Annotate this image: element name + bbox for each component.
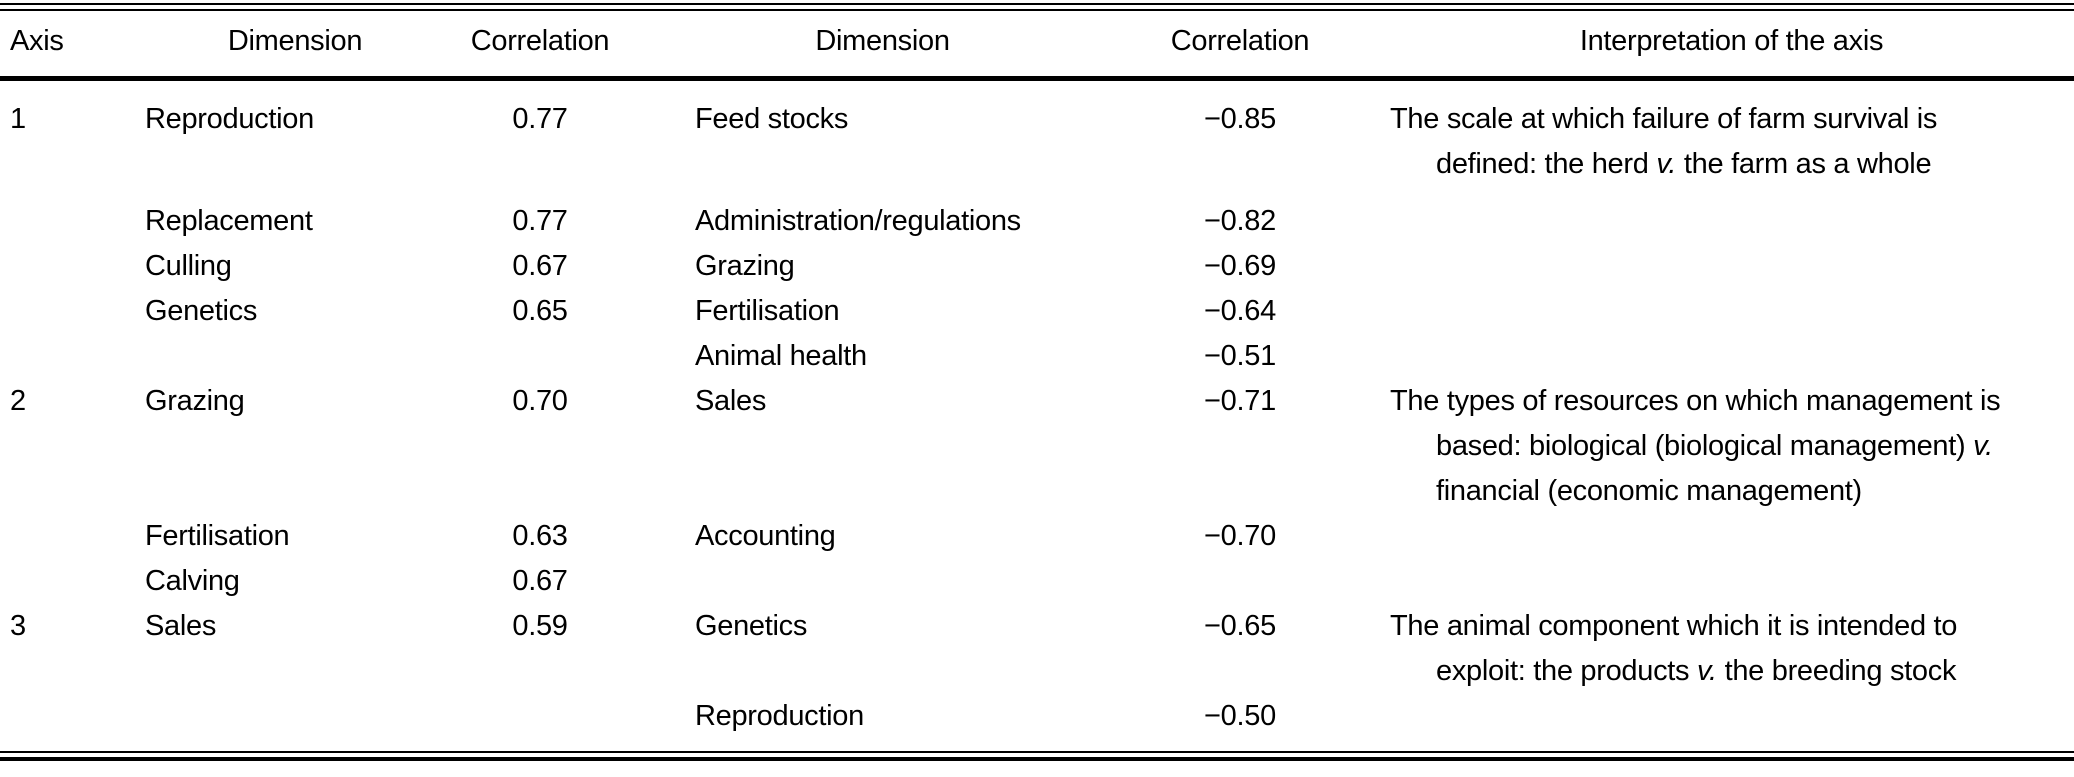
cell-correlation-1 [455, 334, 625, 379]
cell-dimension-2 [625, 559, 1140, 604]
cell-interpretation [1340, 199, 2074, 244]
cell-dimension-2: Genetics [695, 610, 808, 642]
header-interpretation: Interpretation of the axis [1340, 11, 2074, 81]
cell-correlation-1: 0.65 [512, 295, 568, 327]
cell-dimension-1: Calving [145, 565, 240, 597]
cell-dimension-1: Reproduction [145, 103, 314, 135]
cell-interpretation: The animal component which it is intende… [1340, 604, 2074, 694]
cell-axis [0, 334, 135, 379]
cell-correlation-2: −0.85 [1204, 103, 1276, 135]
cell-correlation-2: −0.69 [1204, 250, 1276, 282]
cell-correlation-2: −0.70 [1204, 520, 1276, 552]
table-row: Culling 0.67 Grazing −0.69 [0, 244, 2074, 289]
header-correlation-1: Correlation [455, 11, 625, 81]
cell-interpretation [1340, 289, 2074, 334]
cell-correlation-2: −0.82 [1204, 205, 1276, 237]
cell-correlation-2: −0.65 [1204, 610, 1276, 642]
cell-dimension-2: Reproduction [695, 700, 864, 732]
cell-dimension-1 [135, 334, 455, 379]
cell-dimension-2: Fertilisation [695, 295, 840, 327]
cell-dimension-2: Accounting [695, 520, 836, 552]
top-rule-line-2 [0, 9, 2074, 11]
cell-correlation-1: 0.63 [512, 520, 568, 552]
cell-axis: 2 [10, 385, 26, 417]
header-axis: Axis [0, 11, 135, 81]
table-row: Reproduction −0.50 [0, 694, 2074, 751]
cell-correlation-2: −0.71 [1204, 385, 1276, 417]
cell-dimension-1: Genetics [145, 295, 258, 327]
cell-axis [0, 244, 135, 289]
interpretation-text: The animal component which it is intende… [1390, 610, 1958, 687]
cell-interpretation [1340, 694, 2074, 751]
cell-axis [0, 694, 135, 751]
cell-dimension-2: Grazing [695, 250, 795, 282]
cell-axis: 1 [10, 103, 26, 135]
cell-dimension-1: Replacement [145, 205, 313, 237]
cell-dimension-2: Animal health [695, 340, 867, 372]
header-dimension-1: Dimension [135, 11, 455, 81]
cell-interpretation: The types of resources on which manageme… [1340, 379, 2074, 514]
cell-interpretation [1340, 514, 2074, 559]
table-row: 2 Grazing 0.70 Sales −0.71 The types of … [0, 379, 2074, 514]
cell-correlation-2: −0.50 [1204, 700, 1276, 732]
interpretation-text: The types of resources on which manageme… [1390, 385, 2001, 507]
cell-dimension-2: Feed stocks [695, 103, 849, 135]
cell-correlation-1: 0.70 [512, 385, 568, 417]
interpretation-text: The scale at which failure of farm survi… [1390, 103, 1938, 180]
cell-correlation-2: −0.64 [1204, 295, 1276, 327]
cell-axis: 3 [10, 610, 26, 642]
table-row: Calving 0.67 [0, 559, 2074, 604]
cell-interpretation [1340, 334, 2074, 379]
cell-dimension-1: Culling [145, 250, 232, 282]
header-dimension-2: Dimension [625, 11, 1140, 81]
table-row: 3 Sales 0.59 Genetics −0.65 The animal c… [0, 604, 2074, 694]
table-bottom-double-rule [0, 751, 2074, 761]
cell-dimension-2: Administration/regulations [695, 205, 1021, 237]
header-correlation-2: Correlation [1140, 11, 1340, 81]
table-row: Genetics 0.65 Fertilisation −0.64 [0, 289, 2074, 334]
cell-correlation-1: 0.59 [512, 610, 568, 642]
cell-correlation-1: 0.77 [512, 205, 568, 237]
cell-dimension-1: Grazing [145, 385, 245, 417]
header-row: Axis Dimension Correlation Dimension Cor… [0, 11, 2074, 81]
cell-interpretation [1340, 559, 2074, 604]
cell-dimension-2: Sales [695, 385, 767, 417]
cell-dimension-1: Sales [145, 610, 217, 642]
table-row: Animal health −0.51 [0, 334, 2074, 379]
cell-axis [0, 199, 135, 244]
top-rule-line-1 [0, 3, 2074, 5]
cell-dimension-1: Fertilisation [145, 520, 290, 552]
cell-correlation-2 [1140, 559, 1340, 604]
cell-correlation-1 [455, 694, 625, 751]
cell-correlation-1: 0.77 [512, 103, 568, 135]
cell-axis [0, 559, 135, 604]
cell-interpretation [1340, 244, 2074, 289]
axes-correlation-table: Axis Dimension Correlation Dimension Cor… [0, 11, 2074, 751]
table-top-double-rule [0, 0, 2074, 11]
cell-axis [0, 514, 135, 559]
table-row: Fertilisation 0.63 Accounting −0.70 [0, 514, 2074, 559]
cell-correlation-2: −0.51 [1204, 340, 1276, 372]
bottom-rule-line-1 [0, 751, 2074, 753]
cell-correlation-1: 0.67 [512, 565, 568, 597]
cell-correlation-1: 0.67 [512, 250, 568, 282]
table-row: Replacement 0.77 Administration/regulati… [0, 199, 2074, 244]
cell-axis [0, 289, 135, 334]
cell-interpretation: The scale at which failure of farm survi… [1340, 79, 2074, 200]
table-row: 1 Reproduction 0.77 Feed stocks −0.85 Th… [0, 79, 2074, 200]
cell-dimension-1 [135, 694, 455, 751]
bottom-rule-line-2 [0, 757, 2074, 761]
